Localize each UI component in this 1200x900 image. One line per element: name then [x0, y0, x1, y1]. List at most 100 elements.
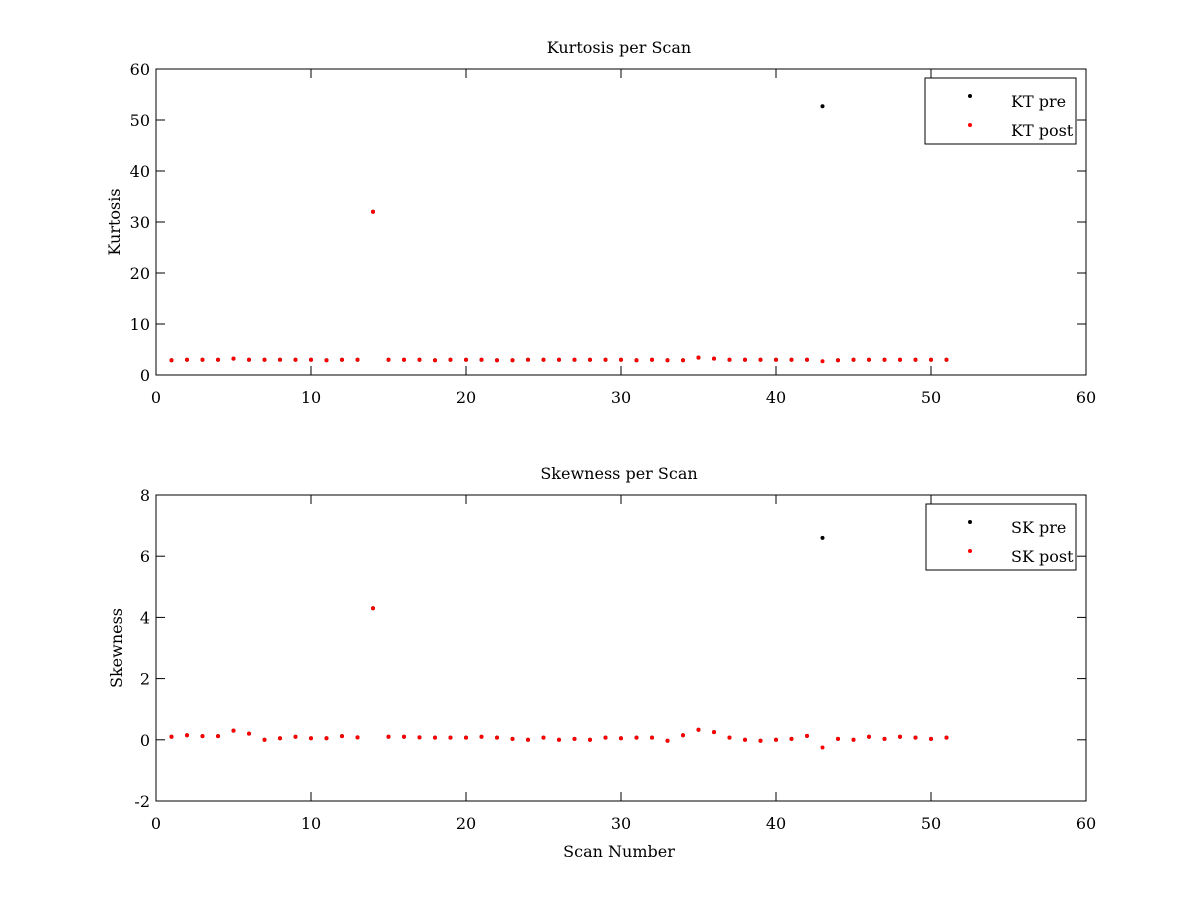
- point-kt-post: [944, 357, 949, 362]
- point-sk-post: [247, 731, 251, 736]
- point-sk-post: [650, 735, 654, 740]
- point-kt-post: [402, 357, 406, 362]
- point-kt-post: [309, 357, 313, 362]
- point-kt-post: [712, 356, 716, 361]
- kurtosis-x-tick-label: 50: [921, 388, 941, 407]
- point-sk-post: [216, 734, 220, 739]
- point-kt-post: [355, 357, 360, 362]
- point-sk-post: [743, 737, 747, 742]
- kurtosis-x-tick-label: 0: [151, 388, 161, 407]
- point-kt-post: [851, 357, 856, 362]
- kurtosis-legend: KT pre KT post: [924, 77, 1077, 145]
- skewness-y-tick-label: 2: [140, 670, 150, 689]
- kurtosis-y-tick-label: 50: [130, 111, 150, 130]
- point-sk-post: [805, 733, 809, 738]
- kurtosis-y-tick-label: 30: [130, 213, 150, 232]
- kurtosis-x-tick-label: 30: [611, 388, 631, 407]
- skewness-x-ticks: 0 10 20 30 40 50 60: [151, 495, 1096, 833]
- point-kt-post: [727, 357, 732, 362]
- point-kt-post: [743, 357, 747, 362]
- point-kt-post: [603, 357, 608, 362]
- kurtosis-legend-box: [924, 77, 1077, 145]
- point-sk-post: [712, 730, 716, 735]
- legend-marker-kt-pre: [968, 94, 972, 98]
- skewness-legend-box: [925, 503, 1077, 571]
- point-sk-post: [588, 737, 592, 742]
- point-kt-post: [619, 357, 623, 362]
- point-sk-post: [557, 737, 561, 742]
- point-kt-post: [371, 209, 375, 214]
- point-sk-post: [510, 736, 515, 741]
- legend-label-kt-post: KT post: [1011, 121, 1074, 140]
- point-kt-post: [278, 357, 282, 362]
- skewness-points: [169, 535, 949, 750]
- legend-marker-sk-pre: [968, 520, 972, 524]
- skewness-y-tick-label: 0: [140, 731, 150, 750]
- kurtosis-y-tick-label: 20: [130, 264, 150, 283]
- point-sk-post: [681, 733, 685, 738]
- point-kt-post: [417, 357, 422, 362]
- point-kt-post: [541, 357, 546, 362]
- point-kt-post: [386, 357, 391, 362]
- point-sk-post: [882, 736, 887, 741]
- kurtosis-x-tick-label: 60: [1076, 388, 1096, 407]
- point-kt-post: [588, 357, 592, 362]
- point-sk-post: [355, 735, 360, 740]
- point-sk-post: [541, 735, 546, 740]
- point-kt-post: [758, 357, 763, 362]
- point-sk-post: [634, 735, 639, 740]
- point-kt-post: [572, 357, 577, 362]
- point-sk-post: [572, 736, 577, 741]
- legend-label-sk-pre: SK pre: [1011, 518, 1066, 537]
- kurtosis-y-tick-label: 0: [140, 366, 150, 385]
- kurtosis-subplot: Kurtosis per Scan Kurtosis 0 10 20 30 40 50 60…: [105, 38, 1096, 407]
- kurtosis-points: [169, 104, 949, 364]
- point-kt-post: [650, 357, 654, 362]
- skewness-x-tick-label: 0: [151, 814, 161, 833]
- point-kt-post: [867, 357, 871, 362]
- kurtosis-x-tick-label: 20: [456, 388, 476, 407]
- skewness-subplot: Skewness per Scan Skewness Scan Number 0…: [107, 464, 1096, 861]
- point-kt-post: [231, 356, 236, 361]
- legend-label-kt-pre: KT pre: [1011, 92, 1066, 111]
- point-sk-post: [262, 737, 267, 742]
- skewness-chart-title: Skewness per Scan: [540, 464, 697, 483]
- point-sk-post: [293, 734, 298, 739]
- point-kt-post: [262, 357, 267, 362]
- point-kt-post: [495, 358, 499, 363]
- point-kt-post: [820, 359, 825, 364]
- point-kt-post: [913, 357, 918, 362]
- kurtosis-x-ticks: 0 10 20 30 40 50 60: [151, 69, 1096, 407]
- point-kt-pre: [820, 104, 825, 109]
- point-sk-post: [185, 733, 189, 738]
- skewness-x-tick-label: 60: [1076, 814, 1096, 833]
- skewness-y-tick-label: -2: [134, 792, 150, 811]
- point-sk-post: [867, 734, 871, 739]
- skewness-y-tick-label: 4: [140, 608, 150, 627]
- point-kt-post: [479, 357, 484, 362]
- point-kt-post: [836, 358, 840, 363]
- point-sk-post: [309, 736, 313, 741]
- point-sk-post: [929, 736, 933, 741]
- point-sk-post: [851, 737, 856, 742]
- point-sk-post: [913, 735, 918, 740]
- skewness-x-tick-label: 40: [766, 814, 786, 833]
- point-kt-post: [169, 358, 174, 363]
- point-sk-post: [231, 728, 236, 733]
- point-kt-post: [882, 357, 887, 362]
- point-sk-post: [526, 737, 530, 742]
- point-sk-post: [278, 736, 282, 741]
- point-sk-post: [417, 735, 422, 740]
- kurtosis-x-tick-label: 40: [766, 388, 786, 407]
- point-kt-post: [247, 357, 251, 362]
- point-sk-post: [169, 734, 174, 739]
- skewness-x-tick-label: 50: [921, 814, 941, 833]
- skewness-y-ticks: -2 0 2 4 6 8: [134, 486, 1086, 811]
- point-sk-post: [340, 734, 344, 739]
- point-kt-post: [526, 357, 530, 362]
- skewness-y-tick-label: 6: [140, 547, 150, 566]
- point-kt-post: [448, 357, 453, 362]
- point-sk-post: [820, 745, 825, 750]
- point-sk-post: [758, 738, 763, 743]
